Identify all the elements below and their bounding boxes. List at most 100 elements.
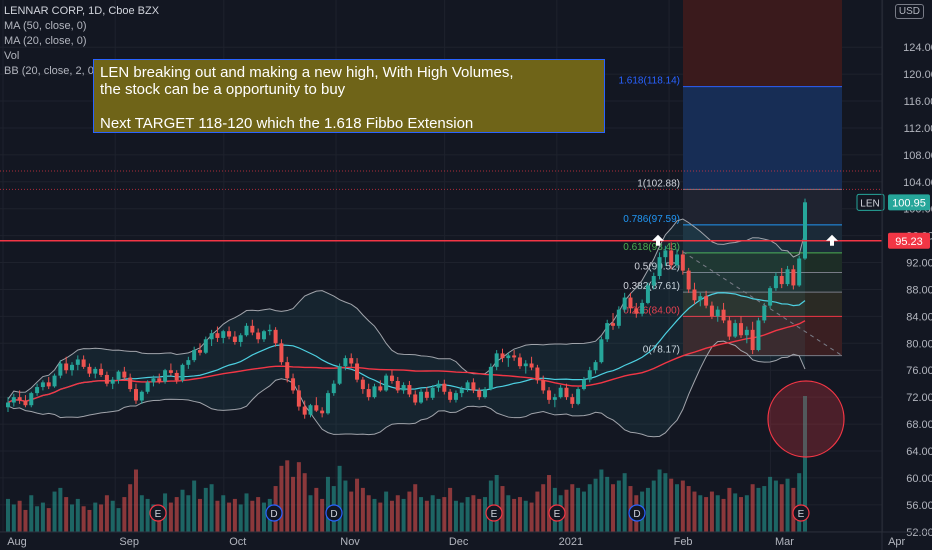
currency-badge[interactable]: USD [894,4,924,19]
candle-body[interactable] [151,378,156,383]
candle-body[interactable] [419,391,424,403]
candle-body[interactable] [616,309,621,326]
candle-body[interactable] [378,386,383,391]
candle-body[interactable] [116,371,121,380]
legend-ma50[interactable]: MA (50, close, 0) [4,20,87,32]
candle-body[interactable] [261,331,266,340]
candle-body[interactable] [337,366,342,384]
candle-body[interactable] [372,386,377,398]
candle-body[interactable] [87,366,92,374]
candle-body[interactable] [541,380,546,391]
candle-body[interactable] [128,377,133,390]
earnings-marker[interactable] [792,504,810,522]
candle-body[interactable] [256,332,261,340]
candle-body[interactable] [686,270,691,290]
candle-body[interactable] [174,372,179,381]
candle-body[interactable] [40,382,45,388]
candle-body[interactable] [325,393,330,414]
candle-body[interactable] [302,406,307,415]
legend-ma20[interactable]: MA (20, close, 0) [4,35,87,47]
candle-body[interactable] [29,393,34,406]
candle-body[interactable] [704,296,709,306]
candle-body[interactable] [651,276,656,286]
candle-body[interactable] [180,364,185,381]
candle-body[interactable] [675,254,680,266]
candle-body[interactable] [611,323,616,326]
candle-body[interactable] [506,355,511,359]
candle-body[interactable] [401,385,406,391]
candle-body[interactable] [157,378,162,382]
candle-body[interactable] [739,323,744,336]
candle-body[interactable] [104,374,109,384]
candle-body[interactable] [512,355,517,358]
candle-body[interactable] [622,297,627,310]
candle-body[interactable] [122,371,127,378]
candle-body[interactable] [692,289,697,301]
candle-body[interactable] [785,269,790,285]
candle-body[interactable] [750,329,755,351]
candle-body[interactable] [308,405,313,415]
volume-highlight-circle[interactable] [767,380,845,458]
annotation-callout[interactable]: LEN breaking out and making a new high, … [93,59,605,133]
candle-body[interactable] [227,331,232,337]
candle-body[interactable] [552,397,557,400]
candle-body[interactable] [605,323,610,340]
candle-body[interactable] [436,383,441,388]
candle-body[interactable] [471,382,476,391]
candle-body[interactable] [296,390,301,407]
candle-body[interactable] [93,368,98,374]
candle-body[interactable] [343,358,348,367]
candle-body[interactable] [448,391,453,400]
candle-body[interactable] [64,363,69,371]
candle-body[interactable] [75,359,80,365]
candle-body[interactable] [727,320,732,337]
candle-body[interactable] [360,379,365,390]
candle-body[interactable] [593,362,598,371]
legend-bollinger[interactable]: BB (20, close, 2, 0) [4,65,98,77]
earnings-marker[interactable] [485,504,503,522]
candle-body[interactable] [291,378,296,391]
candle-body[interactable] [430,387,435,398]
legend-volume[interactable]: Vol [4,50,20,62]
candle-body[interactable] [331,383,336,394]
candle-body[interactable] [779,276,784,285]
candle-body[interactable] [139,391,144,401]
candle-body[interactable] [477,390,482,398]
candle-body[interactable] [721,309,726,321]
candle-body[interactable] [733,323,738,337]
candle-body[interactable] [599,339,604,363]
candle-body[interactable] [163,370,168,382]
candle-body[interactable] [709,305,714,317]
candle-body[interactable] [657,257,662,277]
candle-body[interactable] [192,350,197,361]
candle-body[interactable] [698,296,703,301]
candle-body[interactable] [442,383,447,392]
candle-body[interactable] [547,390,552,400]
candle-body[interactable] [669,250,674,266]
candle-body[interactable] [564,387,569,398]
candle-body[interactable] [413,394,418,403]
candle-body[interactable] [628,297,633,309]
earnings-marker[interactable] [548,504,566,522]
candle-body[interactable] [238,335,243,342]
candle-body[interactable] [558,387,563,398]
candle-body[interactable] [459,389,464,394]
candle-body[interactable] [715,309,720,317]
candle-body[interactable] [314,405,319,411]
candle-body[interactable] [576,389,581,404]
candle-body[interactable] [791,269,796,286]
dividend-marker[interactable] [628,504,646,522]
candle-body[interactable] [762,305,767,321]
candle-body[interactable] [23,400,28,406]
candle-body[interactable] [145,382,150,392]
candle-body[interactable] [17,397,22,401]
candle-body[interactable] [587,370,592,380]
candle-body[interactable] [640,302,645,314]
candle-body[interactable] [581,379,586,390]
candle-body[interactable] [395,380,400,391]
candle-body[interactable] [803,202,807,259]
candle-body[interactable] [797,258,802,286]
candle-body[interactable] [110,379,115,384]
candle-body[interactable] [168,370,173,373]
candle-body[interactable] [424,391,429,398]
